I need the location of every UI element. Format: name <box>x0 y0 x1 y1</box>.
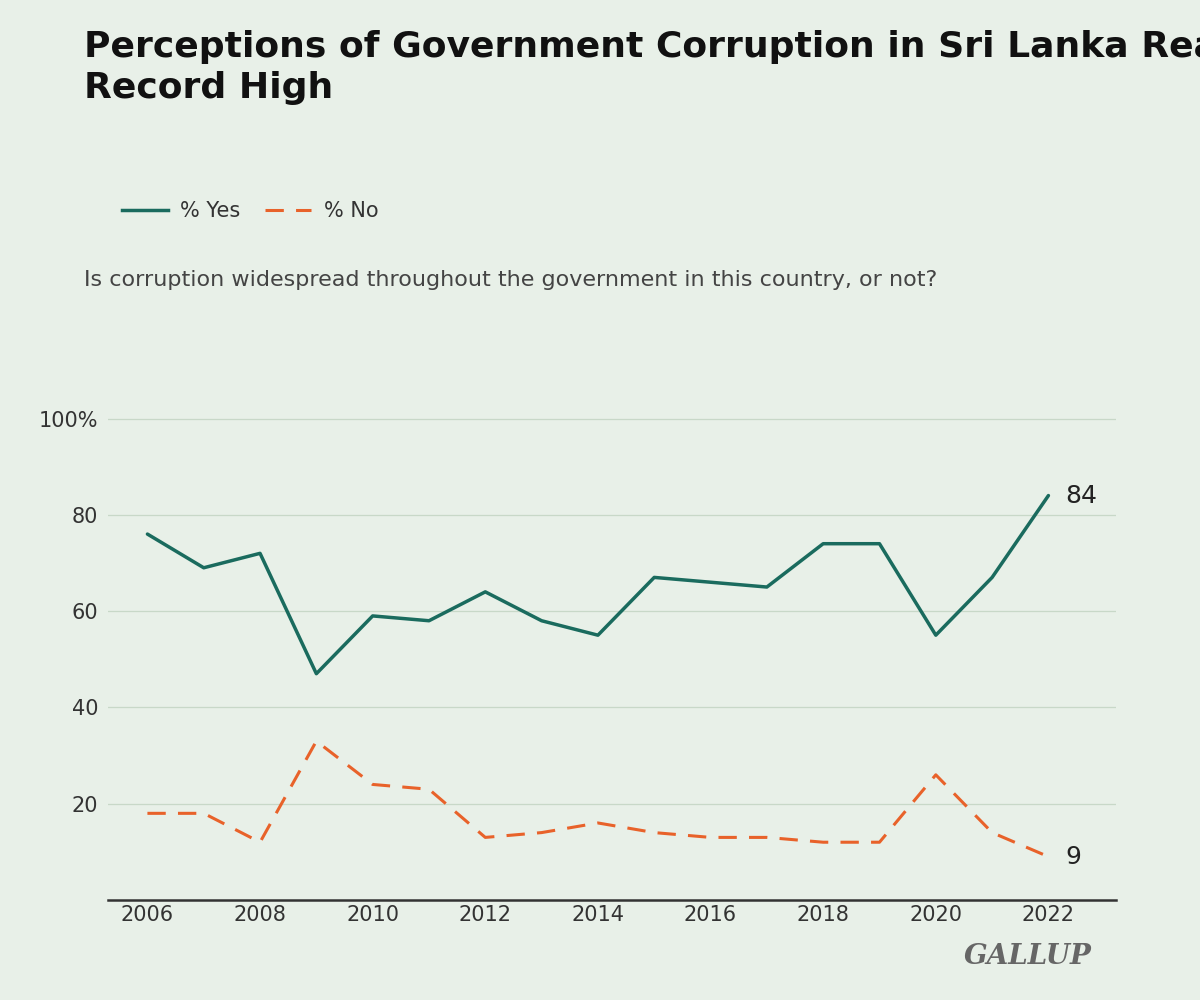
Legend: % Yes, % No: % Yes, % No <box>113 193 386 229</box>
Text: GALLUP: GALLUP <box>964 943 1092 970</box>
Text: 84: 84 <box>1066 484 1097 508</box>
Text: 9: 9 <box>1066 845 1081 869</box>
Text: Perceptions of Government Corruption in Sri Lanka Reach
Record High: Perceptions of Government Corruption in … <box>84 30 1200 105</box>
Text: Is corruption widespread throughout the government in this country, or not?: Is corruption widespread throughout the … <box>84 270 937 290</box>
